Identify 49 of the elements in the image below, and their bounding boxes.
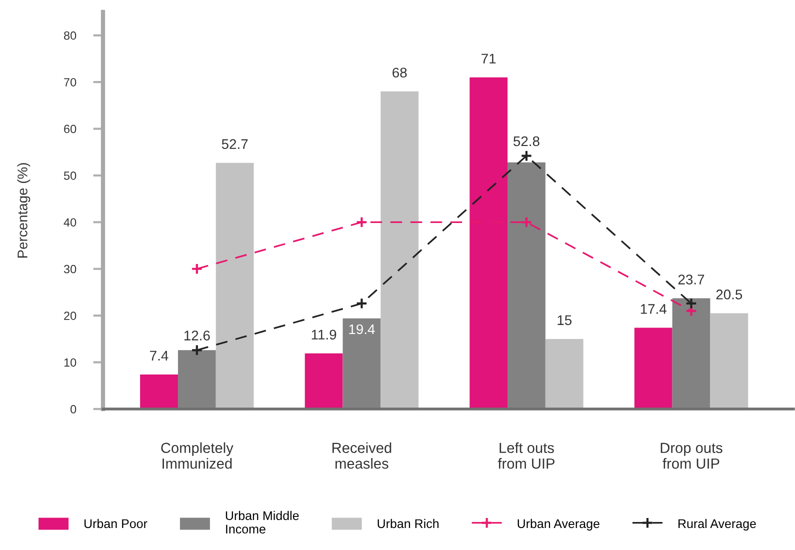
bar xyxy=(342,318,381,409)
data-label: 15 xyxy=(558,315,572,326)
y-tick-label: 80 xyxy=(64,31,76,40)
data-label: 11.9 xyxy=(312,330,336,340)
data-label: 7.4 xyxy=(150,350,168,360)
bar xyxy=(216,162,254,409)
bar xyxy=(380,91,419,409)
point xyxy=(520,150,532,162)
point xyxy=(520,216,532,228)
data-label: 52.7 xyxy=(222,139,248,150)
x-tick-label: Left outs from UIP xyxy=(498,442,554,469)
point xyxy=(356,216,368,228)
y-tick-label: 50 xyxy=(64,172,76,180)
legend-label: Urban Middle Income xyxy=(226,510,299,534)
bar xyxy=(672,298,710,409)
data-label: 12.6 xyxy=(184,330,210,340)
y-tick-label: 0 xyxy=(70,405,76,414)
data-label: 17.4 xyxy=(640,304,666,314)
y-tick-label: 40 xyxy=(64,218,76,227)
y-tick-label: 70 xyxy=(64,78,76,86)
x-tick-label: Drop outs from UIP xyxy=(660,442,722,469)
legend-label: Urban Average xyxy=(518,518,600,531)
bar xyxy=(178,350,216,409)
legend-label: Urban Rich xyxy=(378,518,438,528)
y-tick-label: 20 xyxy=(64,312,76,320)
y-tick-label: 60 xyxy=(64,124,76,134)
bar xyxy=(634,328,672,409)
data-label: 52.8 xyxy=(514,136,540,146)
bar xyxy=(140,374,178,409)
data-label: 71 xyxy=(482,54,496,64)
x-tick-label: Received measles xyxy=(332,442,392,469)
x-tick-label: Completely Immunized xyxy=(161,442,234,469)
data-label: 68 xyxy=(392,68,407,78)
point xyxy=(191,344,203,356)
point xyxy=(356,298,368,310)
bar xyxy=(508,162,546,409)
bar xyxy=(545,338,584,409)
data-label: 23.7 xyxy=(678,274,704,284)
data-label: 19.4 xyxy=(349,324,375,334)
point xyxy=(191,262,203,275)
legend-label: Urban Poor xyxy=(84,518,148,528)
y-tick-label: 30 xyxy=(64,264,76,274)
bar xyxy=(710,313,748,409)
y-tick-label: 10 xyxy=(64,358,76,367)
bar xyxy=(304,353,343,409)
data-label: 20.5 xyxy=(716,290,742,300)
y-axis-title: Percentage (%) xyxy=(17,163,30,258)
point xyxy=(685,298,698,310)
legend-label: Rural Average xyxy=(678,518,756,531)
